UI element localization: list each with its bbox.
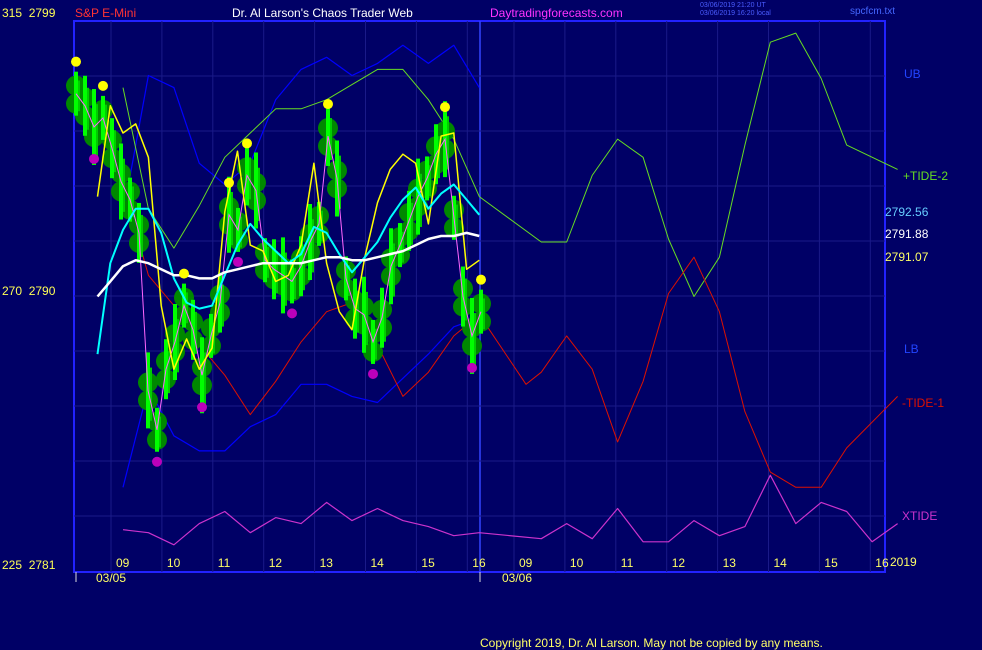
instrument-label: S&P E-Mini (75, 6, 137, 20)
swing-low-dot (287, 308, 297, 319)
year-label: 2019 (890, 555, 917, 569)
swing-high-dot (179, 268, 189, 279)
label-tide1: -TIDE-1 (902, 396, 944, 410)
x-tick-label: 16 (875, 556, 889, 570)
date-label-1: 03/05 (96, 571, 127, 585)
label-lb: LB (904, 342, 919, 356)
swing-low-dot (152, 456, 162, 467)
value-yellow: 2791.07 (885, 250, 929, 264)
x-tick-label: 15 (421, 556, 435, 570)
label-ub: UB (904, 67, 921, 81)
x-tick-label: 14 (773, 556, 787, 570)
swing-high-dot (224, 177, 234, 188)
x-tick-label: 16 (472, 556, 486, 570)
x-tick-label: 13 (319, 556, 333, 570)
swing-low-dot (368, 368, 378, 379)
x-tick-label: 09 (519, 556, 533, 570)
copyright: Copyright 2019, Dr. Al Larson. May not b… (480, 636, 823, 650)
swing-low-dot (89, 153, 99, 164)
x-tick-label: 12 (671, 556, 686, 570)
timestamp-local: 03/06/2019 16:20 local (700, 10, 771, 17)
swing-high-dot (98, 80, 108, 91)
series--tide-1 (122, 184, 898, 488)
data-file: spcfcm.txt (850, 6, 896, 17)
series-ub (122, 44, 480, 215)
x-tick-label: 15 (824, 556, 838, 570)
series--tide-2 (122, 32, 898, 297)
swing-low-dot (197, 402, 207, 413)
extreme-dots (71, 56, 486, 467)
date-label-2: 03/06 (502, 571, 533, 585)
label-xtide: XTIDE (902, 509, 938, 523)
x-tick-label: 14 (370, 556, 384, 570)
series-yellow (96, 105, 480, 370)
swing-high-dot (440, 102, 450, 113)
timestamp-ut: 03/06/2019 21:20 UT (700, 2, 766, 9)
series-white (96, 231, 480, 298)
series-price-close (75, 93, 482, 430)
swing-high-dot (476, 274, 486, 285)
x-tick-label: 10 (166, 556, 181, 570)
chart-title: Dr. Al Larson's Chaos Trader Web (232, 6, 413, 20)
label-tide2: +TIDE-2 (903, 169, 949, 183)
y-label-top: 315 2799 (2, 6, 56, 20)
swing-high-dot (71, 56, 81, 67)
value-white: 2791.88 (885, 227, 929, 241)
x-tick-label: 10 (569, 556, 584, 570)
swing-low-dot (233, 256, 243, 267)
x-tick-label: 13 (722, 556, 736, 570)
bands (122, 32, 898, 546)
series-xtide (122, 474, 898, 546)
x-tick-label: 09 (116, 556, 130, 570)
x-tick-label: 12 (268, 556, 283, 570)
y-label-mid: 270 2790 (2, 284, 56, 298)
x-tick-label: 11 (620, 556, 634, 570)
swing-high-dot (323, 99, 333, 110)
swing-high-dot (242, 138, 252, 149)
site-link[interactable]: Daytradingforecasts.com (490, 6, 623, 20)
x-tick-label: 11 (217, 556, 231, 570)
swing-low-dot (467, 362, 477, 373)
value-cyan: 2792.56 (885, 205, 929, 219)
y-label-bottom: 225 2781 (2, 558, 56, 572)
indicator-lines (75, 93, 482, 430)
series-lb (122, 317, 480, 488)
